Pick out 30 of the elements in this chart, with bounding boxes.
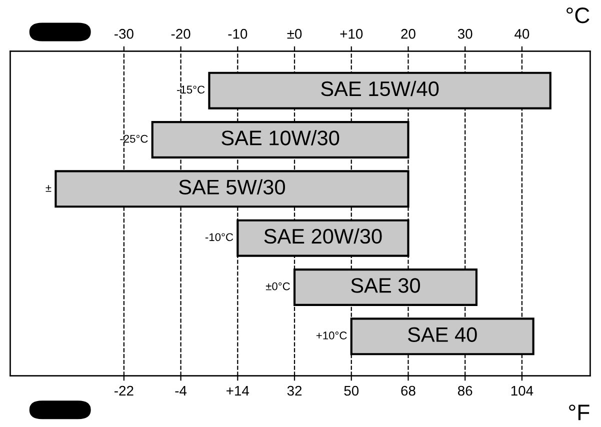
x2-tick-label: 50: [344, 386, 359, 396]
x2-tick-label: +14: [226, 386, 250, 396]
y-tick-label: SAE 40: [408, 327, 477, 342]
y-tick-label: SAE 10W/30: [222, 130, 340, 146]
annotation: +10°C: [316, 332, 347, 340]
x-axis-title: °C: [566, 8, 590, 24]
x2-tick-label: -4: [175, 386, 187, 396]
x2-tick-label: 104: [511, 386, 534, 396]
x2-tick-label: 68: [401, 386, 416, 396]
annotation: ±0°C: [266, 282, 290, 290]
x-tick-label: -30: [114, 28, 134, 39]
x-tick-label: 30: [458, 28, 472, 39]
y-tick-label: SAE 30: [351, 278, 420, 293]
x2-tick-label: 86: [458, 386, 472, 396]
x-tick-label: -10: [228, 28, 248, 39]
annotation: -25°C: [120, 134, 148, 143]
y-tick-label: SAE 5W/30: [179, 179, 285, 195]
x-tick-label: -20: [171, 28, 190, 39]
x2-tick-label: -22: [114, 386, 134, 396]
x-tick-label: 40: [514, 28, 530, 39]
annotation: -10°C: [205, 233, 234, 242]
x-tick-label: ±0: [287, 28, 302, 39]
annotation: ±: [46, 185, 52, 192]
x-tick-label: +10: [340, 28, 363, 39]
annotation: -15°C: [177, 86, 205, 94]
y-tick-label: SAE 15W/40: [321, 80, 439, 96]
x-tick-label: 20: [401, 28, 416, 39]
x2-axis-title: °F: [569, 404, 590, 420]
x2-tick-label: 32: [287, 386, 302, 396]
y-tick-label: SAE 20W/30: [264, 228, 382, 244]
